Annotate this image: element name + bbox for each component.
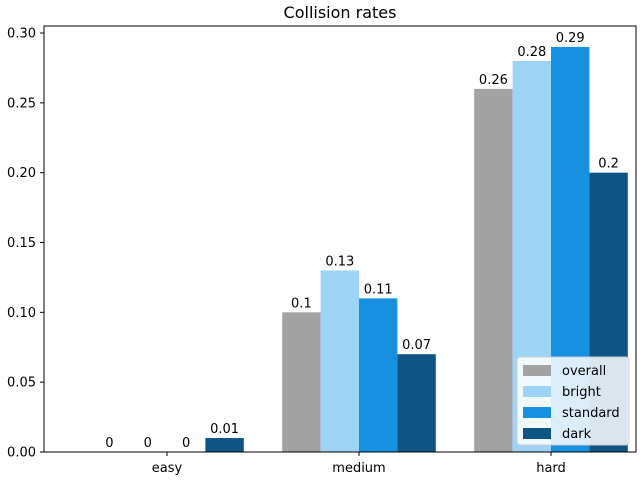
y-tick-label: 0.20 (7, 166, 36, 181)
legend-label-dark: dark (562, 427, 592, 442)
bar-dark-easy (205, 438, 244, 452)
legend: overall bright standard dark (516, 356, 630, 446)
legend-label-bright: bright (562, 385, 601, 400)
bar-label-bright-hard: 0.28 (517, 45, 546, 60)
x-tick-label-easy: easy (152, 461, 183, 476)
legend-swatch-overall (523, 365, 551, 376)
bar-label-dark-easy: 0.01 (210, 422, 239, 437)
legend-box (516, 356, 630, 446)
legend-swatch-standard (523, 407, 551, 418)
bar-label-bright-medium: 0.13 (325, 254, 354, 269)
bar-label-overall-medium: 0.1 (291, 296, 312, 311)
legend-swatch-bright (523, 386, 551, 397)
bar-label-bright-easy: 0 (144, 436, 152, 451)
bar-bright-medium (320, 270, 359, 452)
y-tick-label: 0.00 (7, 446, 36, 461)
chart-title: Collision rates (284, 3, 397, 22)
bar-label-overall-easy: 0 (105, 436, 113, 451)
bar-label-dark-hard: 0.2 (598, 157, 619, 172)
y-tick-label: 0.25 (7, 96, 36, 111)
bar-label-standard-easy: 0 (182, 436, 190, 451)
legend-label-overall: overall (562, 364, 606, 379)
bar-dark-medium (397, 354, 436, 452)
bar-label-dark-medium: 0.07 (402, 338, 431, 353)
legend-label-standard: standard (562, 406, 620, 421)
bar-overall-hard (474, 88, 513, 452)
bar-standard-medium (359, 298, 398, 452)
y-tick-label: 0.05 (7, 376, 36, 391)
y-tick-label: 0.10 (7, 306, 36, 321)
plot-frame (43, 25, 637, 453)
y-tick-label: 0.30 (7, 27, 36, 42)
y-tick-label: 0.15 (7, 236, 36, 251)
bar-label-standard-medium: 0.11 (364, 282, 393, 297)
legend-swatch-dark (523, 428, 551, 439)
x-tick-label-hard: hard (536, 461, 566, 476)
bar-overall-medium (282, 312, 321, 452)
bar-label-overall-hard: 0.26 (479, 73, 508, 88)
bar-labels-group: 0 0.1 0.26 0 0.13 0.28 0 0.11 0.29 0.01 0.07 0.2 (105, 31, 619, 451)
bar-label-standard-hard: 0.29 (556, 31, 585, 46)
x-tick-label-medium: medium (332, 461, 385, 476)
